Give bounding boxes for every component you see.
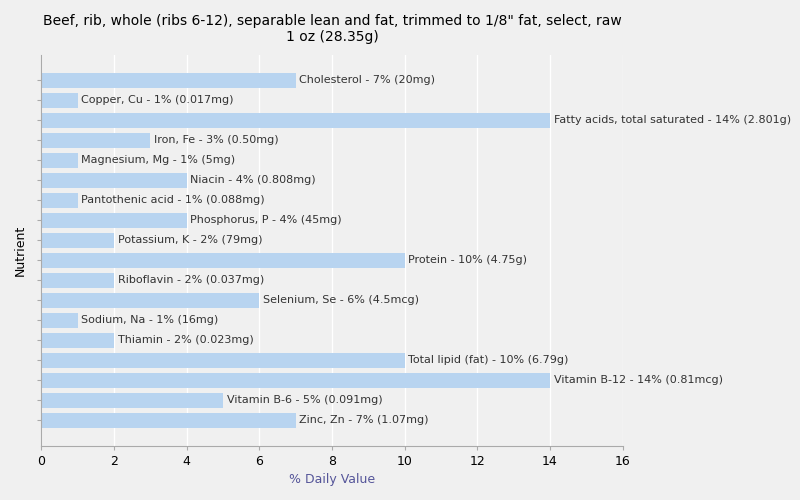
Bar [42, 72, 296, 88]
Text: Zinc, Zn - 7% (1.07mg): Zinc, Zn - 7% (1.07mg) [299, 416, 429, 426]
Text: Iron, Fe - 3% (0.50mg): Iron, Fe - 3% (0.50mg) [154, 135, 278, 145]
Text: Sodium, Na - 1% (16mg): Sodium, Na - 1% (16mg) [82, 316, 218, 326]
Bar [42, 92, 78, 108]
Text: Niacin - 4% (0.808mg): Niacin - 4% (0.808mg) [190, 175, 316, 185]
X-axis label: % Daily Value: % Daily Value [289, 473, 375, 486]
Text: Copper, Cu - 1% (0.017mg): Copper, Cu - 1% (0.017mg) [82, 95, 234, 105]
Text: Vitamin B-6 - 5% (0.091mg): Vitamin B-6 - 5% (0.091mg) [226, 396, 382, 406]
Bar [42, 413, 296, 428]
Text: Phosphorus, P - 4% (45mg): Phosphorus, P - 4% (45mg) [190, 215, 342, 225]
Bar [42, 192, 78, 208]
Text: Pantothenic acid - 1% (0.088mg): Pantothenic acid - 1% (0.088mg) [82, 195, 265, 205]
Bar [42, 233, 114, 248]
Bar [42, 253, 405, 268]
Bar [42, 212, 186, 228]
Bar [42, 293, 259, 308]
Bar [42, 273, 114, 288]
Text: Cholesterol - 7% (20mg): Cholesterol - 7% (20mg) [299, 75, 435, 85]
Bar [42, 152, 78, 168]
Bar [42, 333, 114, 348]
Bar [42, 373, 550, 388]
Title: Beef, rib, whole (ribs 6-12), separable lean and fat, trimmed to 1/8" fat, selec: Beef, rib, whole (ribs 6-12), separable … [42, 14, 622, 44]
Bar [42, 132, 150, 148]
Text: Vitamin B-12 - 14% (0.81mcg): Vitamin B-12 - 14% (0.81mcg) [554, 376, 722, 386]
Text: Total lipid (fat) - 10% (6.79g): Total lipid (fat) - 10% (6.79g) [408, 356, 569, 366]
Text: Riboflavin - 2% (0.037mg): Riboflavin - 2% (0.037mg) [118, 276, 264, 285]
Text: Potassium, K - 2% (79mg): Potassium, K - 2% (79mg) [118, 236, 262, 246]
Text: Fatty acids, total saturated - 14% (2.801g): Fatty acids, total saturated - 14% (2.80… [554, 115, 790, 125]
Text: Thiamin - 2% (0.023mg): Thiamin - 2% (0.023mg) [118, 336, 254, 345]
Bar [42, 353, 405, 368]
Bar [42, 112, 550, 128]
Text: Magnesium, Mg - 1% (5mg): Magnesium, Mg - 1% (5mg) [82, 155, 235, 165]
Bar [42, 172, 186, 188]
Text: Selenium, Se - 6% (4.5mcg): Selenium, Se - 6% (4.5mcg) [263, 296, 419, 306]
Bar [42, 313, 78, 328]
Text: Protein - 10% (4.75g): Protein - 10% (4.75g) [408, 256, 527, 266]
Bar [42, 393, 223, 408]
Y-axis label: Nutrient: Nutrient [14, 224, 27, 276]
